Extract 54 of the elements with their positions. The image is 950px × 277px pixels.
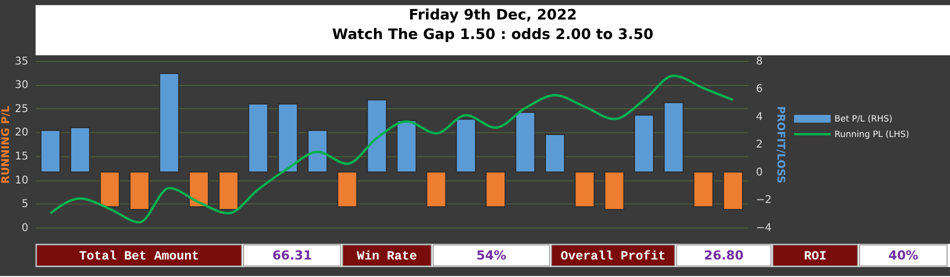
y-tick-label: 25: [14, 102, 28, 115]
chart-title: Friday 9th Dec, 2022: [408, 8, 577, 24]
legend-label: Bet P/L (RHS): [834, 114, 892, 125]
bar: [366, 99, 387, 172]
text: Total Bet Amount: [79, 249, 200, 264]
line-series: [49, 74, 734, 224]
bar: [544, 134, 565, 172]
bar: [486, 172, 506, 208]
bar: [634, 114, 654, 172]
bar: [130, 172, 150, 210]
y-tick-label: 15: [14, 150, 28, 163]
y-tick-label: 0: [22, 222, 29, 234]
bar: [396, 120, 417, 172]
bar: [248, 104, 268, 172]
bar: [159, 73, 180, 172]
bar: [664, 102, 684, 172]
bar: [693, 172, 714, 208]
y2-axis-title: PROFIT/LOSS: [774, 106, 786, 184]
y2-tick-label: 4: [756, 110, 764, 123]
bar: [515, 112, 536, 172]
bar: [456, 118, 476, 172]
text: 40%: [888, 247, 919, 262]
bar: [278, 104, 298, 172]
text: ROI: [804, 249, 827, 264]
y2-tick-label: −2: [756, 194, 772, 206]
y-tick-label: 35: [14, 55, 28, 68]
y2-tick-label: 6: [756, 83, 764, 96]
text: 66.31: [272, 247, 312, 262]
bar: [574, 172, 595, 208]
y-tick-label: 30: [14, 79, 29, 92]
y2-tick-label: −4: [756, 222, 772, 234]
y2-tick-label: 8: [756, 55, 763, 68]
bar: [426, 172, 446, 208]
bar: [218, 172, 238, 210]
bar: [308, 130, 328, 172]
text: Win Rate: [356, 249, 417, 264]
bar: [604, 172, 624, 210]
text: Overall Profit: [560, 249, 666, 264]
y-axis-title: RUNNING P/L: [0, 106, 12, 184]
bar: [337, 172, 358, 208]
bar: [40, 130, 60, 172]
y2-tick-label: 0: [756, 166, 764, 178]
bar: [100, 172, 120, 208]
y-tick-label: 10: [14, 174, 29, 186]
y-tick-label: 20: [14, 126, 29, 139]
y2-tick-label: 2: [756, 138, 763, 151]
bar: [723, 172, 744, 210]
y-tick-label: 5: [22, 198, 28, 210]
text: 54%: [476, 247, 507, 262]
bar: [70, 127, 90, 172]
legend-label: Running PL (LHS): [834, 130, 910, 140]
chart-subtitle: Watch The Gap 1.50 : odds 2.00 to 3.50: [332, 26, 654, 43]
bar: [188, 172, 209, 208]
text: 26.80: [704, 247, 744, 262]
